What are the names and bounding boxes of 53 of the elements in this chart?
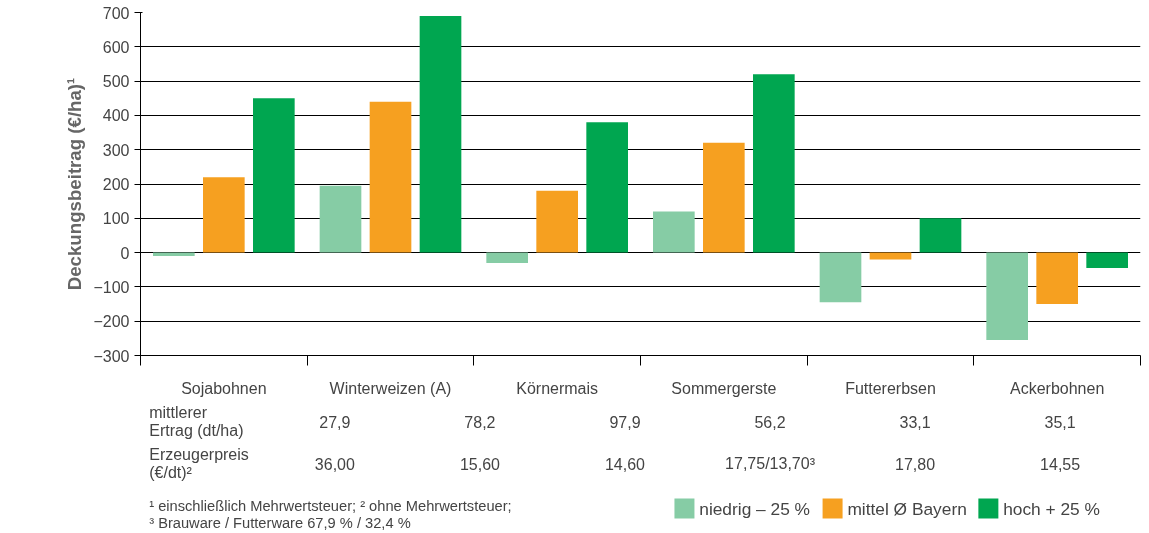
text: 14,55: [1040, 455, 1081, 473]
y-tick-label: −300: [93, 347, 130, 365]
text: 33,1: [899, 413, 931, 431]
bar: [653, 211, 695, 253]
x-tick-label: Ackerbohnen: [1010, 379, 1105, 397]
bar: [253, 98, 295, 253]
text: 17,75/13,70³: [725, 455, 816, 472]
text: 35,1: [1044, 413, 1076, 431]
y-tick-label: 100: [102, 210, 130, 228]
bar: [319, 185, 362, 253]
bar: [753, 74, 795, 253]
bar: [1086, 252, 1128, 269]
x-tick-label: Winterweizen (A): [329, 379, 452, 397]
y-tick-label: 200: [102, 176, 130, 193]
y-tick-label: 700: [102, 4, 130, 22]
y-tick-label: 300: [102, 141, 130, 159]
bar: [986, 252, 1028, 341]
text: mittlerer Ertrag (dt/ha): [149, 403, 244, 440]
bar: [819, 252, 862, 303]
text: 97,9: [609, 413, 641, 431]
bar: [369, 101, 412, 253]
bar: [203, 177, 245, 253]
y-tick-label: 500: [102, 73, 130, 91]
text: ³ Brauware / Futterware 67,9 % / 32,4 %: [149, 514, 411, 531]
legend-label: mittel Ø Bayern: [847, 498, 967, 519]
text: 27,9: [319, 413, 351, 431]
x-tick-label: Sojabohnen: [181, 379, 267, 397]
x-tick-label: Sommergerste: [671, 379, 777, 397]
y-tick-label: −200: [93, 313, 130, 331]
text: 15,60: [459, 455, 501, 473]
text: 14,60: [604, 455, 646, 473]
bar: [703, 142, 745, 253]
text: Erzeugerpreis (€/dt)²: [149, 445, 249, 482]
bar: [919, 218, 962, 253]
bar: [1036, 252, 1078, 305]
text: 17,80: [895, 455, 936, 473]
x-tick-label: Futtererbsen: [845, 379, 936, 397]
legend-label: niedrig – 25 %: [699, 498, 811, 519]
y-tick-label: 0: [120, 244, 130, 262]
bar: [536, 190, 578, 253]
y-tick-label: −100: [93, 278, 130, 296]
y-tick-label: 600: [102, 38, 130, 56]
bar: [486, 252, 528, 263]
legend-label: hoch + 25 %: [1003, 498, 1100, 519]
bar: [586, 122, 628, 253]
text: 78,2: [464, 413, 496, 431]
text: 36,00: [314, 455, 355, 473]
text: 56,2: [754, 413, 786, 431]
bar: [419, 15, 462, 253]
text: ¹ einschließlich Mehrwertsteuer; ² ohne Mehrwertsteuer;: [149, 497, 512, 514]
y-axis-title: Deckungsbeitrag (€/ha)¹: [64, 77, 86, 291]
y-tick-label: 400: [102, 107, 130, 125]
x-tick-label: Körnermais: [516, 379, 599, 397]
